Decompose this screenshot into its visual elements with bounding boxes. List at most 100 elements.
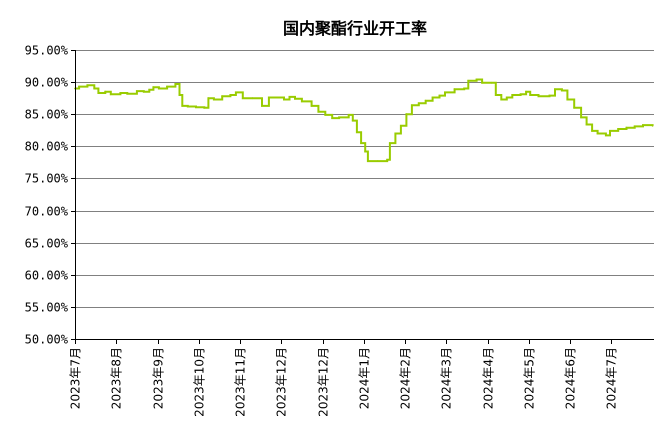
- y-tick-label: 50.00%: [25, 333, 69, 347]
- data-point: [554, 88, 556, 91]
- data-point: [174, 83, 177, 85]
- data-point: [213, 98, 215, 101]
- y-tick-label: 55.00%: [25, 301, 69, 315]
- data-point: [417, 102, 420, 105]
- data-point: [490, 81, 493, 84]
- data-point: [453, 88, 456, 91]
- data-point: [364, 150, 367, 153]
- data-point: [467, 79, 470, 82]
- data-point: [152, 86, 155, 89]
- data-point: [277, 96, 280, 99]
- x-tick-label: 2023年12月: [317, 347, 331, 417]
- y-tick-label: 80.00%: [25, 140, 69, 154]
- data-point: [221, 95, 224, 98]
- data-point: [186, 105, 189, 108]
- x-tick-label: 2023年9月: [152, 347, 166, 409]
- data-point: [317, 110, 320, 113]
- data-point: [500, 98, 503, 101]
- data-point: [126, 92, 129, 95]
- data-point: [394, 132, 397, 135]
- data-point: [136, 90, 138, 92]
- data-point: [351, 119, 354, 122]
- data-point: [376, 160, 379, 163]
- data-point: [431, 96, 434, 99]
- x-tick-label: 2023年12月: [275, 347, 289, 417]
- data-point: [405, 113, 408, 116]
- y-tick-label: 65.00%: [25, 237, 69, 251]
- series-layer: [74, 78, 654, 163]
- data-point: [591, 130, 593, 132]
- data-point: [438, 94, 441, 97]
- x-tick-label: 2024年2月: [399, 347, 413, 409]
- data-point: [119, 92, 122, 94]
- data-point: [356, 131, 358, 134]
- y-tick-label: 60.00%: [25, 269, 69, 283]
- data-point: [400, 124, 402, 127]
- data-point: [104, 90, 107, 93]
- data-point: [511, 94, 514, 96]
- data-point: [494, 94, 497, 96]
- data-point: [251, 97, 254, 100]
- y-tick-label: 70.00%: [25, 205, 69, 219]
- x-tick-label: 2024年4月: [482, 347, 496, 409]
- data-point: [288, 96, 291, 98]
- data-point: [203, 106, 206, 109]
- data-point: [529, 94, 532, 96]
- data-point: [294, 97, 296, 100]
- x-tick-label: 2024年3月: [440, 347, 454, 409]
- data-point: [548, 94, 551, 97]
- data-point: [573, 106, 576, 109]
- data-point: [207, 97, 210, 100]
- x-tick-label: 2023年8月: [110, 347, 124, 409]
- y-tick-label: 95.00%: [25, 44, 69, 58]
- data-point: [283, 98, 285, 101]
- data-point: [86, 84, 89, 87]
- data-point: [605, 134, 607, 137]
- data-point: [181, 105, 184, 107]
- data-point: [580, 116, 582, 119]
- data-point: [537, 95, 540, 98]
- data-point: [229, 94, 232, 96]
- data-point: [301, 100, 303, 103]
- data-point: [367, 160, 369, 163]
- data-point: [411, 104, 413, 107]
- data-point: [93, 87, 96, 90]
- data-point: [97, 92, 100, 94]
- data-point: [338, 116, 340, 119]
- y-tick-label: 85.00%: [25, 108, 69, 122]
- data-point: [519, 93, 522, 96]
- y-tick-label: 75.00%: [25, 172, 69, 186]
- data-point: [475, 78, 478, 81]
- data-point: [561, 89, 563, 92]
- data-point: [463, 87, 466, 90]
- data-point: [148, 88, 151, 91]
- data-point: [331, 117, 334, 119]
- data-point: [444, 91, 446, 94]
- y-tick-label: 90.00%: [25, 76, 69, 90]
- data-point: [505, 96, 508, 99]
- data-point: [424, 99, 427, 102]
- data-point: [268, 96, 270, 99]
- data-point: [642, 124, 644, 126]
- x-tick-label: 2024年1月: [358, 347, 372, 409]
- data-point: [142, 90, 145, 93]
- data-point: [525, 90, 527, 93]
- data-point: [585, 123, 588, 126]
- data-point: [109, 93, 112, 96]
- data-point: [360, 142, 362, 145]
- data-point: [481, 81, 483, 84]
- data-point: [609, 130, 611, 132]
- data-point: [386, 158, 389, 161]
- x-tick-label: 2023年11月: [234, 347, 248, 417]
- data-point: [195, 106, 197, 109]
- data-point: [566, 98, 569, 101]
- data-point: [178, 94, 181, 96]
- data-point: [261, 105, 263, 107]
- y-axis-ticks: 95.00% 90.00% 85.00% 80.00% 75.00% 70.00% 65.0…: [25, 44, 75, 347]
- x-tick-label: 2024年7月: [605, 347, 619, 409]
- data-point: [596, 132, 599, 135]
- data-point: [166, 85, 169, 88]
- data-point: [158, 87, 160, 90]
- series-line: [75, 78, 654, 163]
